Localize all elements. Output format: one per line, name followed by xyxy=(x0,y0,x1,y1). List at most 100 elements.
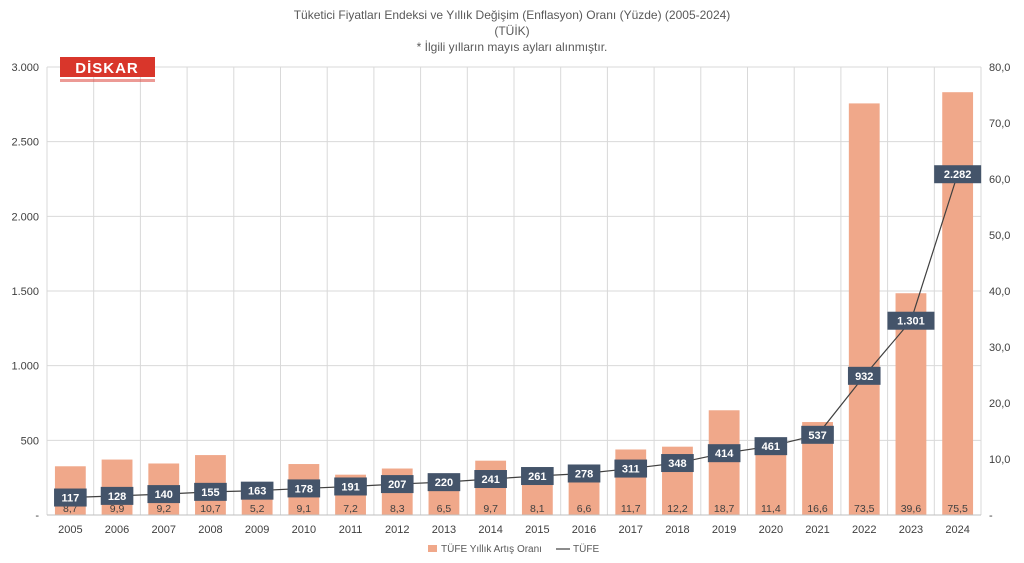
line-data-label-text: 117 xyxy=(61,493,79,505)
x-axis-tick-label: 2023 xyxy=(899,524,923,536)
bar-data-label: 11,7 xyxy=(621,503,641,515)
right-axis-tick-label: 60,0 xyxy=(989,174,1010,186)
line-data-label-text: 1.301 xyxy=(897,316,925,328)
bar-data-label: 16,6 xyxy=(807,503,828,515)
x-axis-tick-label: 2014 xyxy=(478,524,502,536)
line-data-label: 163 xyxy=(240,481,274,500)
line-data-label-background xyxy=(474,470,507,489)
bar-data-label: 75,5 xyxy=(947,503,968,515)
bar-data-label: 11,4 xyxy=(761,503,781,515)
left-axis-tick-label: 1.500 xyxy=(11,286,39,298)
x-axis-tick-label: 2006 xyxy=(105,524,129,536)
x-axis-tick-label: 2019 xyxy=(712,524,736,536)
line-data-label-text: 163 xyxy=(248,486,266,498)
line-data-label-background xyxy=(240,481,274,500)
line-data-label-background xyxy=(887,311,935,330)
x-axis-tick-label: 2008 xyxy=(198,524,222,536)
left-axis-tick-label: 500 xyxy=(21,435,39,447)
line-data-label-text: 537 xyxy=(808,430,826,442)
chart-title-line-1: Tüketici Fiyatları Endeksi ve Yıllık Değ… xyxy=(294,8,731,22)
left-axis-tick-label: 2.500 xyxy=(11,137,39,149)
line-data-label-background xyxy=(801,425,834,444)
line-data-label: 278 xyxy=(567,464,601,483)
chart-title: Tüketici Fiyatları Endeksi ve Yıllık Değ… xyxy=(294,8,731,54)
line-data-label-text: 140 xyxy=(155,489,173,501)
logo-text: DİSKAR xyxy=(75,60,139,77)
left-axis-tick-label: 1.000 xyxy=(11,361,39,373)
chart-title-line-2: (TÜİK) xyxy=(494,24,529,38)
x-axis-tick-label: 2021 xyxy=(805,524,829,536)
logo: DİSKAR xyxy=(60,57,155,82)
bar-data-label: 9,2 xyxy=(156,503,171,515)
left-axis: - 500 1.000 1.500 2.000 2.500 3.000 xyxy=(11,62,39,522)
line-data-label: 932 xyxy=(847,366,881,385)
line-data-label-background xyxy=(707,444,741,463)
bar xyxy=(568,478,600,515)
x-axis-tick-label: 2016 xyxy=(572,524,596,536)
x-axis-tick-label: 2009 xyxy=(245,524,269,536)
line-data-label: 461 xyxy=(754,437,788,456)
line-data-label-background xyxy=(380,475,414,494)
x-axis-tick-label: 2010 xyxy=(292,524,316,536)
line-data-label: 2.282 xyxy=(934,165,982,184)
bar xyxy=(942,92,974,515)
line-data-label-text: 311 xyxy=(622,464,640,476)
x-axis-tick-label: 2012 xyxy=(385,524,409,536)
line-data-label: 140 xyxy=(147,485,181,504)
bar-data-label: 18,7 xyxy=(714,503,735,515)
x-axis: 2005 2006 2007 2008 2009 2010 2011 2012 2013 2014… xyxy=(47,514,981,536)
line-data-label: 537 xyxy=(801,425,834,444)
x-axis-tick-label: 2005 xyxy=(58,524,82,536)
line-data-label: 414 xyxy=(707,444,741,463)
bar xyxy=(755,451,787,515)
line-data-labels: 117 128 140 155 163 178 191 207 220 241 261 278 311 3… xyxy=(54,165,982,507)
line-data-label: 207 xyxy=(380,475,414,494)
bar-data-label: 8,1 xyxy=(530,503,545,515)
x-axis-tick-label: 2018 xyxy=(665,524,689,536)
line-data-label-text: 207 xyxy=(388,479,406,491)
line-data-label-text: 155 xyxy=(201,487,219,499)
right-axis-tick-label: 10,0 xyxy=(989,454,1010,466)
line-data-label-background xyxy=(194,482,227,501)
line-data-label: 261 xyxy=(521,467,554,486)
line-data-label-text: 241 xyxy=(481,474,499,486)
bar-data-label: 12,2 xyxy=(667,503,688,515)
right-axis-tick-label: 80,0 xyxy=(989,62,1010,74)
legend-label-bar: TÜFE Yıllık Artış Oranı xyxy=(441,543,542,555)
line-data-label: 220 xyxy=(427,473,461,492)
x-axis-tick-label: 2024 xyxy=(945,524,969,536)
right-axis-tick-label: 70,0 xyxy=(989,118,1010,130)
right-axis-tick-label: 20,0 xyxy=(989,398,1010,410)
x-axis-tick-label: 2013 xyxy=(432,524,456,536)
bar-data-label: 39,6 xyxy=(901,503,922,515)
line-data-label: 311 xyxy=(614,459,648,478)
right-axis-tick-label: 30,0 xyxy=(989,342,1010,354)
right-axis-tick-label: 50,0 xyxy=(989,230,1010,242)
bar xyxy=(708,410,740,515)
line-data-label: 348 xyxy=(661,454,694,473)
left-axis-tick-label: 2.000 xyxy=(11,211,39,223)
right-axis: - 10,0 20,0 30,0 40,0 50,0 60,0 70,0 80,0 xyxy=(989,62,1010,522)
bar-data-label: 9,9 xyxy=(110,503,125,515)
line-data-label-text: 414 xyxy=(715,448,734,460)
line-data-label-background xyxy=(287,479,321,498)
line-data-label-text: 278 xyxy=(575,468,593,480)
left-axis-tick-label: - xyxy=(35,510,39,522)
left-axis-tick-label: 3.000 xyxy=(11,62,39,74)
bar-data-label: 5,2 xyxy=(250,503,265,515)
bar xyxy=(895,293,927,515)
right-axis-tick-label: 40,0 xyxy=(989,286,1010,298)
x-axis-tick-label: 2022 xyxy=(852,524,876,536)
line-data-label-background xyxy=(521,467,554,486)
line-data-label-text: 178 xyxy=(295,483,313,495)
bar-data-labels: 8,7 9,9 9,2 10,7 5,2 9,1 7,2 8,3 6,5 9,7 8,1 6,6 11,… xyxy=(63,503,968,515)
bar-data-label: 6,6 xyxy=(577,503,592,515)
x-axis-tick-label: 2020 xyxy=(759,524,783,536)
line-data-label-text: 461 xyxy=(762,441,780,453)
line-data-label-text: 348 xyxy=(668,458,686,470)
line-data-label-text: 128 xyxy=(108,491,126,503)
legend: TÜFE Yıllık Artış Oranı TÜFE xyxy=(428,543,599,555)
bar-data-label: 6,5 xyxy=(437,503,452,515)
line-data-label: 155 xyxy=(194,482,227,501)
